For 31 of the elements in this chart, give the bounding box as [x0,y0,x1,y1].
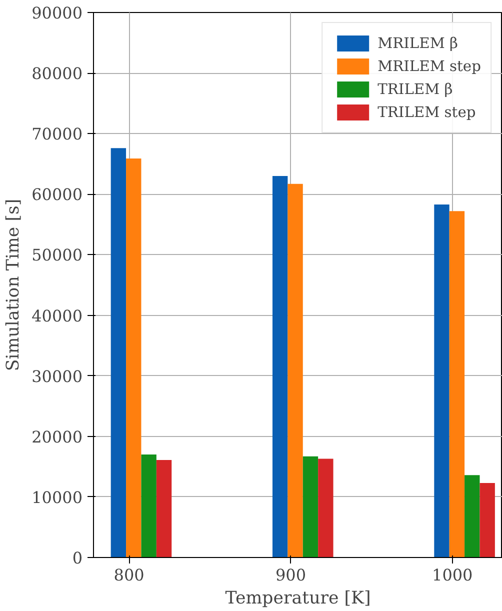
x-axis-title: Temperature [K] [225,588,371,608]
y-tick-label: 90000 [32,4,83,22]
legend-label: MRILEM step [378,58,481,74]
x-tick-label: 900 [275,566,306,584]
bar [464,475,480,558]
bar [480,483,495,558]
y-tick-label: 60000 [32,185,83,204]
bar [141,454,156,558]
bar [318,458,334,558]
legend-label: TRILEM β [378,80,453,98]
y-tick-label: 10000 [32,488,83,507]
y-tick-label: 80000 [32,64,83,84]
bar [156,460,172,558]
bar [302,456,318,558]
y-tick-label: 30000 [32,366,83,386]
bar [288,184,303,558]
bar [110,148,126,558]
bar [272,176,288,558]
y-tick-label: 50000 [32,246,83,265]
bar [126,158,142,558]
x-tick-label: 800 [114,566,144,584]
y-tick-label: 70000 [32,124,83,144]
y-axis-title: Simulation Time [s] [4,198,24,372]
bar [449,211,465,558]
y-tick-label: 0 [72,548,83,568]
y-tick-label: 20000 [32,427,83,446]
bar [434,204,450,558]
y-tick-label: 40000 [32,306,83,326]
legend-label: TRILEM step [378,104,476,120]
legend-label: MRILEM β [378,34,458,52]
x-tick-label: 1000 [432,566,473,584]
